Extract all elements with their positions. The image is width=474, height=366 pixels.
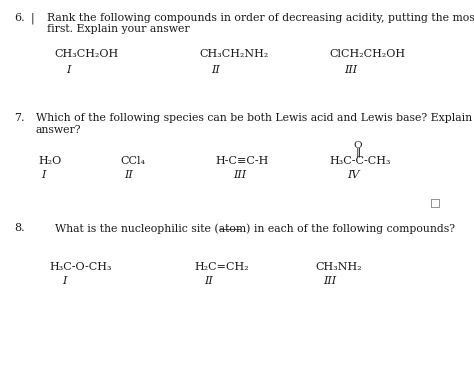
Text: CH₃CH₂NH₂: CH₃CH₂NH₂ bbox=[199, 49, 268, 59]
Text: O: O bbox=[354, 141, 362, 150]
Text: ‖: ‖ bbox=[355, 147, 361, 157]
Text: Rank the following compounds in order of decreasing acidity, putting the most ac: Rank the following compounds in order of… bbox=[47, 13, 474, 23]
Text: CCl₄: CCl₄ bbox=[121, 156, 146, 165]
Text: I: I bbox=[66, 65, 71, 75]
Text: II: II bbox=[125, 170, 133, 180]
Text: H₃C-O-CH₃: H₃C-O-CH₃ bbox=[50, 262, 112, 272]
Text: III: III bbox=[233, 170, 246, 180]
Text: What is the nucleophilic site (atom) in each of the following compounds?: What is the nucleophilic site (atom) in … bbox=[55, 223, 455, 234]
Text: H-C≡C-H: H-C≡C-H bbox=[216, 156, 269, 165]
Text: 6.: 6. bbox=[14, 13, 25, 23]
Bar bbox=[431, 199, 439, 207]
Text: H₃C-C-CH₃: H₃C-C-CH₃ bbox=[329, 156, 391, 165]
Text: Which of the following species can be both Lewis acid and Lewis base? Explain yo: Which of the following species can be bo… bbox=[36, 113, 474, 123]
Text: III: III bbox=[344, 65, 357, 75]
Text: H₂O: H₂O bbox=[38, 156, 61, 165]
Text: H₂C=CH₂: H₂C=CH₂ bbox=[194, 262, 249, 272]
Text: I: I bbox=[62, 276, 66, 286]
Text: answer?: answer? bbox=[36, 125, 81, 135]
Text: 8.: 8. bbox=[14, 223, 25, 233]
Text: II: II bbox=[211, 65, 220, 75]
Text: IV: IV bbox=[347, 170, 359, 180]
Text: CH₃CH₂OH: CH₃CH₂OH bbox=[55, 49, 119, 59]
Text: 7.: 7. bbox=[14, 113, 25, 123]
Text: first. Explain your answer: first. Explain your answer bbox=[47, 24, 190, 34]
Text: |: | bbox=[31, 13, 35, 24]
Text: CH₃NH₂: CH₃NH₂ bbox=[315, 262, 362, 272]
Text: III: III bbox=[323, 276, 336, 286]
Text: ClCH₂CH₂OH: ClCH₂CH₂OH bbox=[329, 49, 406, 59]
Text: I: I bbox=[41, 170, 46, 180]
Text: II: II bbox=[204, 276, 213, 286]
